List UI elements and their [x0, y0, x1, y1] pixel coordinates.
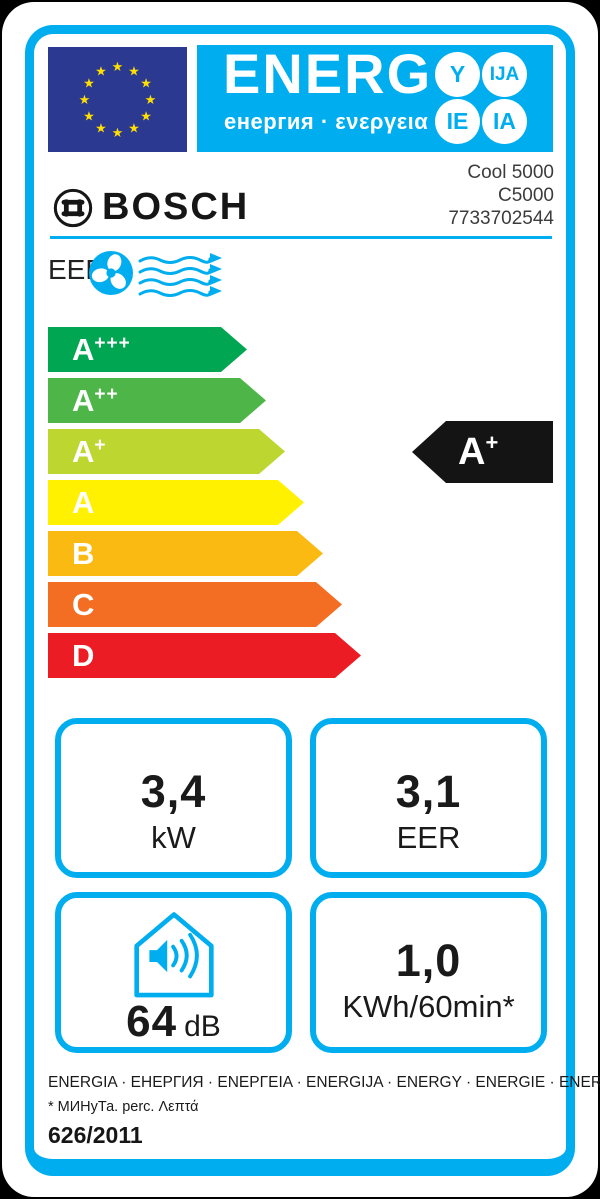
- rating-arrow-a: A: [48, 480, 304, 525]
- grade-label: A: [72, 332, 95, 367]
- svg-text:★: ★: [112, 126, 124, 141]
- label-frame: [25, 25, 575, 1176]
- svg-text:★: ★: [145, 93, 157, 108]
- svg-text:★: ★: [83, 110, 95, 125]
- svg-text:★: ★: [95, 64, 107, 79]
- eer-box: 3,1 EER: [310, 718, 547, 878]
- model-series: C5000: [498, 185, 554, 206]
- energ-suffix-ie: IE: [435, 99, 480, 144]
- svg-text:★: ★: [83, 77, 95, 92]
- energ-subtitle: енергия · ενεργεια: [224, 109, 429, 134]
- noise-value-row: 64 dB: [126, 997, 221, 1047]
- noise-unit: dB: [184, 1010, 221, 1043]
- regulation-number: 626/2011: [48, 1122, 143, 1148]
- svg-text:★: ★: [128, 64, 140, 79]
- bosch-logo-icon: [52, 187, 94, 234]
- rating-arrow-b: B: [48, 531, 323, 576]
- rating-arrow-a-plus: A+: [48, 429, 285, 474]
- grade-sup: ++: [94, 384, 119, 405]
- airflow-icon: [138, 252, 224, 305]
- energ-suffix-y: Y: [435, 52, 480, 97]
- grade-label: D: [72, 638, 95, 673]
- energy-languages-text: ENERGIA · ЕНЕРГИЯ · ENEPΓEIA · ENERGIJA …: [48, 1074, 600, 1091]
- brand-name: BOSCH: [102, 186, 250, 228]
- noise-value: 64: [126, 997, 178, 1046]
- eu-stars-icon: ★ ★★ ★★★ ★★★ ★★★: [79, 60, 157, 141]
- header-divider: [50, 236, 552, 239]
- eer-value: 3,1: [395, 766, 462, 817]
- fan-icon: [88, 250, 134, 301]
- model-info: Cool 5000 C5000 7733702544: [448, 161, 554, 230]
- power-unit: kW: [151, 820, 196, 855]
- energ-logo-box: ENERG енергия · ενεργεια Y IJA IE IA: [197, 42, 553, 152]
- grade-sup: +++: [94, 333, 131, 354]
- model-name: Cool 5000: [467, 162, 554, 183]
- rating-arrow-c: C: [48, 582, 342, 627]
- house-sound-icon: [133, 912, 214, 998]
- indicator-sup: +: [485, 430, 499, 455]
- rating-arrow-a-plus3: A+++: [48, 327, 247, 372]
- svg-text:★: ★: [140, 77, 152, 92]
- svg-text:★: ★: [79, 93, 91, 108]
- svg-text:★: ★: [95, 122, 107, 137]
- indicator-grade: A: [458, 431, 486, 473]
- power-box: 3,4 kW: [55, 718, 292, 878]
- noise-box: 64 dB: [55, 892, 292, 1053]
- eu-flag: ★ ★ ★ ★ ★ ★ ★ ★ ★ ★ ★ ★: [48, 47, 187, 152]
- grade-label: C: [72, 587, 95, 622]
- consumption-box: 1,0 KWh/60min*: [310, 892, 547, 1053]
- energ-suffix-ia: IA: [482, 99, 527, 144]
- grade-label: A: [72, 434, 95, 469]
- consumption-unit: KWh/60min*: [342, 988, 515, 1024]
- grade-sup: +: [94, 435, 107, 456]
- power-value: 3,4: [140, 766, 207, 817]
- grade-label: B: [72, 536, 95, 571]
- energ-title: ENERG: [223, 42, 433, 105]
- consumption-value: 1,0: [395, 934, 462, 986]
- svg-text:★: ★: [112, 60, 124, 75]
- grade-label: A: [72, 485, 95, 520]
- svg-text:★: ★: [140, 110, 152, 125]
- energ-suffix-ija: IJA: [482, 52, 527, 97]
- footnote-text: * МИНуТа. perc. Λεπτά: [48, 1099, 199, 1115]
- grade-label: A: [72, 383, 95, 418]
- rating-arrow-d: D: [48, 633, 361, 678]
- eer-unit: EER: [396, 820, 461, 855]
- article-number: 7733702544: [448, 208, 554, 229]
- svg-text:★: ★: [128, 122, 140, 137]
- rating-arrow-a-plus2: A++: [48, 378, 266, 423]
- rating-indicator-arrow: A+: [412, 421, 553, 483]
